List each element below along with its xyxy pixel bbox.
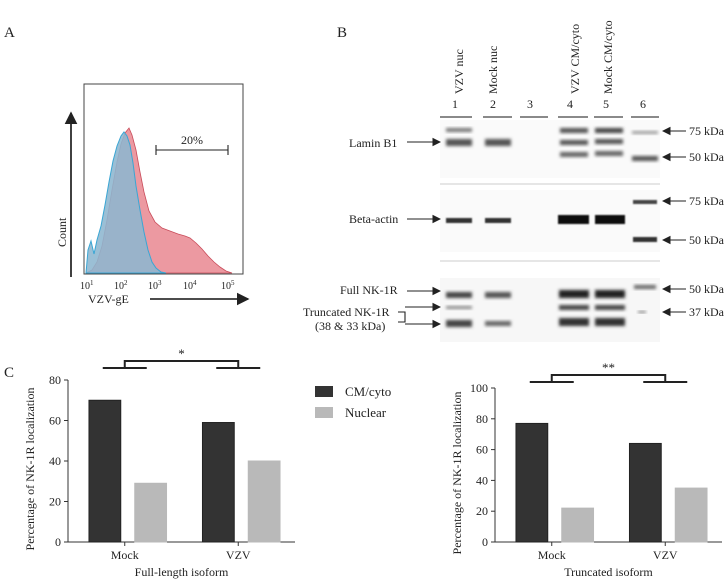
- x-tick-label: Mock: [538, 548, 566, 562]
- x-tick-label: VZV: [653, 548, 678, 562]
- flow-xticks: 101 102 103 104 105: [80, 279, 235, 292]
- lane-header-mock-nuc: Mock nuc: [486, 46, 500, 94]
- marker-50kda-nk1r: 50 kDa: [689, 282, 725, 296]
- row-label-lamin-b1: Lamin B1: [349, 136, 397, 150]
- panel-label-a: A: [4, 25, 15, 41]
- marker-75kda-lamin: 75 kDa: [689, 124, 725, 138]
- x-axis-label: Full-length isoform: [135, 565, 229, 579]
- xtick-1: 101: [80, 279, 94, 292]
- panel-label-b: B: [337, 25, 347, 41]
- bar-mock-cmcyto: [515, 422, 549, 543]
- row-label-truncated-kda: (38 & 33 kDa): [315, 319, 385, 333]
- y-tick-label: 60: [476, 443, 488, 457]
- mock-histogram: [85, 131, 167, 274]
- y-tick-label: 100: [470, 381, 488, 395]
- y-tick-label: 80: [476, 412, 488, 426]
- bar-vzv-nuclear: [247, 460, 281, 543]
- y-axis-label: Percentage of NK-1R localization: [23, 388, 37, 551]
- sig-marker: **: [602, 360, 615, 375]
- bar-mock-nuclear: [134, 482, 168, 543]
- lane-header-vzv-nuc: VZV nuc: [452, 49, 466, 94]
- x-axis-label: Truncated isoform: [564, 565, 653, 579]
- y-tick-label: 40: [476, 473, 488, 487]
- y-tick-label: 0: [55, 535, 61, 549]
- y-tick-label: 80: [49, 373, 61, 387]
- sig-bracket: [550, 374, 667, 382]
- bar-mock-nuclear: [561, 507, 595, 543]
- y-tick-label: 40: [49, 454, 61, 468]
- western-blot: VZV nuc Mock nuc VZV CM/cyto Mock CM/cyt…: [303, 20, 725, 342]
- bar-vzv-cmcyto: [628, 442, 662, 543]
- bar-mock-cmcyto: [88, 399, 122, 543]
- nk1r-bands: [446, 285, 656, 327]
- xtick-5: 105: [221, 279, 235, 292]
- marker-75kda-actin: 75 kDa: [689, 194, 725, 208]
- xtick-2: 102: [114, 279, 128, 292]
- count-axis-label: Count: [55, 217, 69, 247]
- marker-50kda-actin: 50 kDa: [689, 233, 725, 247]
- x-tick-label: Mock: [111, 548, 139, 562]
- gate-percentage: 20%: [181, 133, 203, 147]
- truncated-isoform-chart: 0 20 40 60 80 100 Percentage of NK-1R localiza…: [450, 360, 722, 579]
- y-axis-label: Percentage of NK-1R localization: [450, 392, 464, 555]
- row-label-full-nk1r: Full NK-1R: [340, 283, 398, 297]
- legend: CM/cyto Nuclear: [315, 384, 391, 420]
- bar-vzv-cmcyto: [201, 422, 235, 543]
- legend-label-cm-cyto: CM/cyto: [345, 384, 391, 399]
- y-tick-label: 20: [476, 504, 488, 518]
- flow-histogram: Count VZV-gE 20% 101 102 103 104 105: [55, 83, 250, 306]
- marker-37kda-nk1r: 37 kDa: [689, 305, 725, 319]
- sig-bracket: [123, 360, 240, 368]
- lane-number-1: 1: [452, 97, 458, 111]
- x-tick-label: VZV: [226, 548, 251, 562]
- histogram-frame: [83, 83, 244, 275]
- lane-number-5: 5: [603, 97, 609, 111]
- bar-vzv-nuclear: [674, 487, 708, 543]
- y-tick-label: 0: [482, 535, 488, 549]
- legend-label-nuclear: Nuclear: [345, 405, 387, 420]
- row-label-beta-actin: Beta-actin: [349, 212, 398, 226]
- xtick-4: 104: [183, 279, 197, 292]
- lane-number-2: 2: [490, 97, 496, 111]
- legend-swatch-cm-cyto: [315, 386, 333, 397]
- beta-actin-bands: [446, 200, 657, 242]
- lane-header-mock-cm-cyto: Mock CM/cyto: [601, 20, 615, 94]
- marker-50kda-lamin: 50 kDa: [689, 150, 725, 164]
- full-length-isoform-chart: 0 20 40 60 80 Percentage of NK-1R localizatio…: [23, 346, 295, 579]
- xtick-3: 103: [148, 279, 162, 292]
- lane-number-6: 6: [640, 97, 646, 111]
- panel-label-c: C: [4, 365, 14, 381]
- row-label-truncated-nk1r: Truncated NK-1R: [303, 305, 390, 319]
- lane-number-4: 4: [567, 97, 573, 111]
- lamin-b1-bands: [446, 128, 658, 161]
- y-tick-label: 60: [49, 414, 61, 428]
- lane-header-vzv-cm-cyto: VZV CM/cyto: [568, 24, 582, 94]
- vzv-ge-axis-label: VZV-gE: [88, 292, 129, 306]
- lane-number-3: 3: [527, 97, 533, 111]
- y-tick-label: 20: [49, 495, 61, 509]
- legend-swatch-nuclear: [315, 407, 333, 418]
- sig-marker: *: [178, 346, 185, 361]
